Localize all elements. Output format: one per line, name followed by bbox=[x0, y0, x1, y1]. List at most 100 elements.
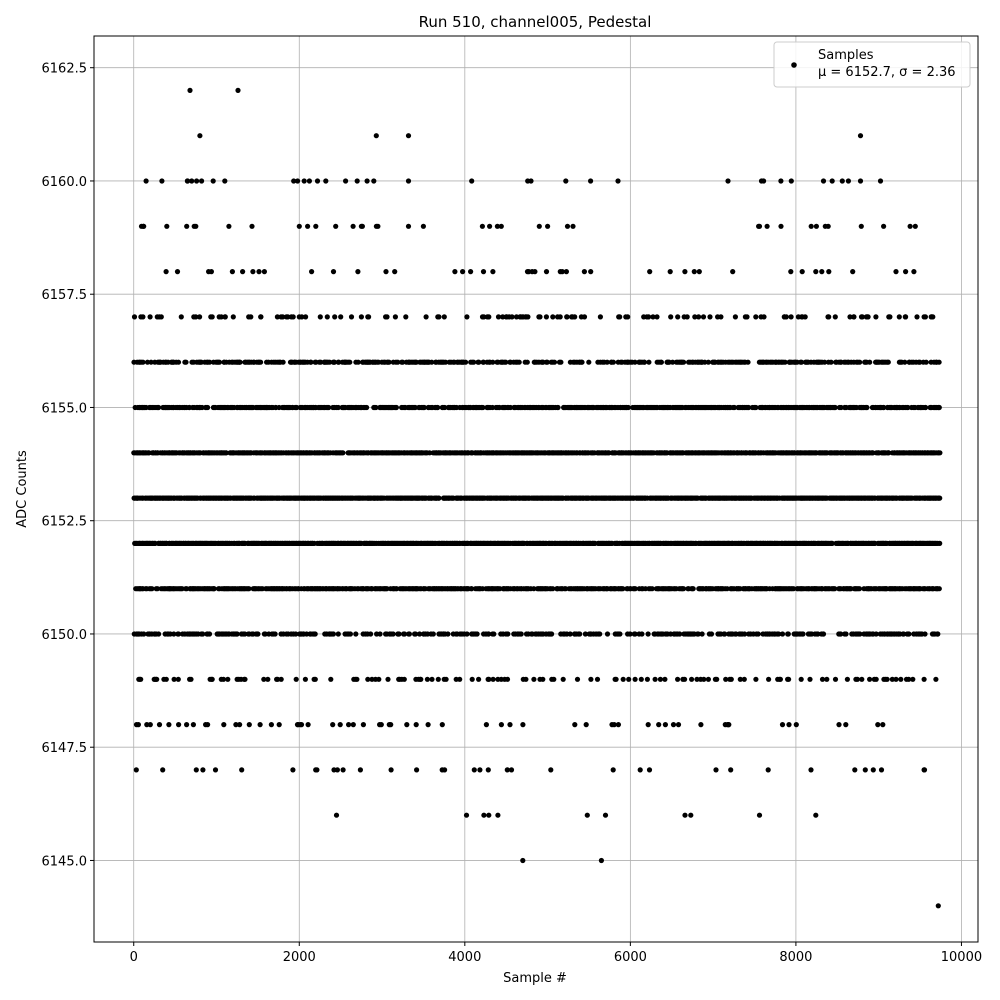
data-point bbox=[637, 767, 643, 773]
data-point bbox=[371, 178, 377, 184]
data-point bbox=[240, 269, 246, 275]
data-point bbox=[584, 812, 590, 818]
data-point bbox=[937, 450, 943, 456]
data-point bbox=[197, 314, 203, 320]
data-point bbox=[225, 676, 231, 682]
data-point bbox=[865, 314, 871, 320]
data-point bbox=[147, 722, 153, 728]
data-point bbox=[171, 676, 177, 682]
data-point bbox=[875, 722, 881, 728]
data-point bbox=[742, 631, 748, 637]
data-point bbox=[732, 314, 739, 320]
data-point bbox=[885, 359, 891, 365]
legend-marker bbox=[791, 62, 797, 68]
data-point bbox=[335, 631, 341, 637]
data-point bbox=[647, 269, 653, 275]
data-point bbox=[822, 359, 828, 365]
data-point bbox=[233, 722, 239, 728]
data-point bbox=[163, 269, 169, 275]
data-point bbox=[923, 359, 929, 365]
data-point bbox=[930, 314, 936, 320]
data-point bbox=[753, 676, 759, 682]
data-point bbox=[184, 722, 190, 728]
data-point bbox=[567, 631, 573, 637]
data-point bbox=[175, 359, 182, 365]
data-point bbox=[274, 314, 280, 320]
data-point bbox=[223, 450, 229, 456]
data-point bbox=[645, 722, 651, 728]
data-point bbox=[365, 676, 371, 682]
data-point bbox=[867, 676, 873, 682]
data-points bbox=[131, 87, 943, 909]
y-tick-label: 6155.0 bbox=[42, 401, 88, 416]
data-point bbox=[588, 269, 594, 275]
data-point bbox=[581, 314, 588, 320]
data-point bbox=[520, 857, 526, 864]
data-point bbox=[597, 631, 603, 637]
data-point bbox=[813, 223, 820, 229]
data-point bbox=[205, 404, 211, 411]
data-point bbox=[550, 586, 556, 592]
data-point bbox=[226, 223, 232, 229]
data-point bbox=[220, 676, 227, 682]
data-point bbox=[485, 767, 491, 773]
data-point bbox=[257, 722, 263, 728]
y-axis-label: ADC Counts bbox=[15, 450, 30, 528]
data-point bbox=[820, 178, 827, 184]
x-tick-label: 4000 bbox=[448, 950, 481, 965]
data-point bbox=[682, 269, 688, 275]
data-point bbox=[258, 359, 264, 365]
y-tick-label: 6152.5 bbox=[42, 515, 88, 530]
data-point bbox=[209, 314, 215, 320]
data-point bbox=[936, 359, 942, 365]
data-point bbox=[140, 314, 146, 320]
data-point bbox=[551, 676, 557, 682]
data-point bbox=[537, 314, 543, 320]
data-point bbox=[141, 631, 147, 637]
data-point bbox=[396, 631, 402, 637]
data-point bbox=[305, 722, 311, 728]
y-tick-label: 6157.5 bbox=[42, 288, 88, 303]
data-point bbox=[193, 223, 199, 229]
data-point bbox=[753, 404, 759, 411]
data-point bbox=[159, 178, 165, 184]
data-point bbox=[921, 767, 928, 773]
data-point bbox=[708, 631, 715, 637]
data-point bbox=[936, 404, 942, 411]
data-point bbox=[864, 404, 870, 411]
data-point bbox=[779, 722, 786, 728]
data-point bbox=[836, 722, 842, 728]
data-point bbox=[765, 767, 771, 773]
data-point bbox=[299, 314, 305, 320]
data-point bbox=[813, 269, 819, 275]
data-point bbox=[504, 767, 510, 773]
data-point bbox=[688, 812, 694, 818]
data-point bbox=[638, 676, 644, 682]
data-point bbox=[574, 676, 581, 682]
data-point bbox=[355, 269, 361, 275]
data-point bbox=[800, 631, 806, 637]
data-point bbox=[620, 676, 626, 682]
data-point bbox=[424, 676, 430, 682]
data-point bbox=[290, 767, 296, 773]
data-point bbox=[486, 631, 492, 637]
data-point bbox=[388, 767, 394, 773]
data-point bbox=[847, 314, 853, 320]
data-point bbox=[296, 223, 302, 229]
data-point bbox=[246, 586, 252, 592]
data-point bbox=[239, 767, 245, 773]
data-point bbox=[610, 359, 617, 365]
data-point bbox=[675, 314, 681, 320]
data-point bbox=[330, 631, 336, 637]
data-point bbox=[330, 269, 337, 275]
data-point bbox=[819, 269, 825, 275]
data-point bbox=[468, 269, 474, 275]
data-point bbox=[222, 314, 228, 320]
data-point bbox=[933, 676, 939, 682]
data-point bbox=[788, 314, 794, 320]
data-point bbox=[583, 722, 589, 728]
data-point bbox=[338, 314, 344, 320]
data-point bbox=[857, 631, 863, 637]
data-point bbox=[646, 359, 652, 365]
